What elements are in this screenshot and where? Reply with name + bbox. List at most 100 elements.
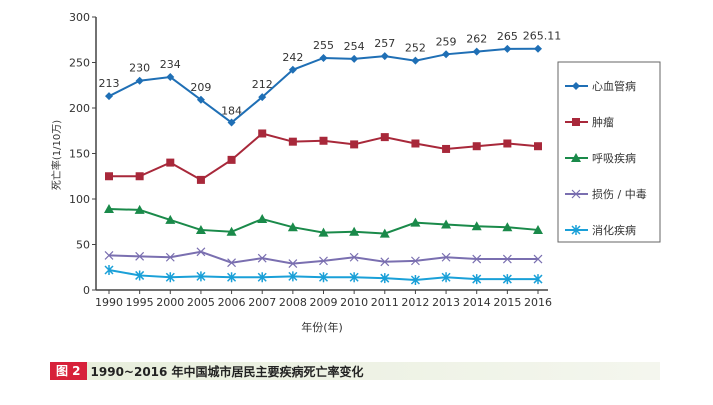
data-point bbox=[380, 273, 390, 284]
legend-label: 呼吸疾病 bbox=[592, 151, 636, 165]
data-point bbox=[227, 118, 236, 127]
y-tick-label: 300 bbox=[69, 11, 90, 24]
data-point bbox=[196, 95, 205, 104]
data-label: 262 bbox=[466, 33, 487, 46]
data-point bbox=[410, 274, 420, 285]
legend-label: 心血管病 bbox=[592, 79, 636, 93]
data-point bbox=[380, 52, 389, 61]
x-axis-label: 年份(年) bbox=[301, 320, 343, 334]
legend-label: 肿瘤 bbox=[592, 115, 614, 129]
x-tick-label: 2015 bbox=[493, 296, 521, 309]
data-point bbox=[135, 270, 145, 281]
data-point bbox=[472, 47, 481, 56]
data-label: 212 bbox=[252, 78, 273, 91]
data-point bbox=[288, 259, 298, 269]
x-tick-label: 2016 bbox=[524, 296, 552, 309]
data-label: 184 bbox=[221, 105, 242, 118]
data-point bbox=[166, 73, 175, 82]
data-point bbox=[441, 219, 452, 229]
data-point bbox=[288, 271, 298, 282]
data-point bbox=[227, 258, 236, 268]
data-label: 255 bbox=[313, 39, 334, 52]
data-point bbox=[165, 252, 175, 262]
data-point bbox=[196, 247, 206, 257]
data-point bbox=[227, 272, 237, 283]
legend-marker bbox=[571, 153, 581, 162]
data-point bbox=[350, 54, 359, 63]
caption-text: 1990~2016 年中国城市居民主要疾病死亡率变化 bbox=[90, 364, 364, 379]
data-point bbox=[104, 250, 114, 260]
x-tick-label: 1995 bbox=[126, 296, 154, 309]
data-point bbox=[165, 272, 175, 283]
legend-marker bbox=[572, 118, 580, 126]
data-point bbox=[441, 272, 451, 283]
data-point bbox=[380, 133, 389, 142]
data-label: 213 bbox=[99, 77, 120, 90]
data-point bbox=[534, 142, 542, 151]
x-tick-label: 1990 bbox=[95, 296, 123, 309]
x-tick-label: 2006 bbox=[218, 296, 246, 309]
data-point bbox=[319, 136, 328, 145]
y-tick-label: 0 bbox=[83, 284, 90, 297]
data-point bbox=[503, 44, 512, 53]
legend-label: 损伤 / 中毒 bbox=[592, 187, 647, 201]
x-tick-label: 2014 bbox=[463, 296, 491, 309]
x-tick-label: 2010 bbox=[340, 296, 368, 309]
data-point bbox=[411, 56, 420, 65]
data-label: 209 bbox=[190, 81, 211, 94]
data-point bbox=[410, 217, 421, 227]
data-point bbox=[196, 175, 205, 184]
data-point bbox=[227, 155, 236, 164]
y-tick-label: 250 bbox=[69, 57, 90, 70]
data-point bbox=[380, 257, 390, 267]
legend-marker bbox=[571, 225, 581, 235]
data-point bbox=[411, 256, 420, 266]
data-point bbox=[319, 256, 328, 266]
data-point bbox=[318, 272, 329, 283]
data-point bbox=[104, 264, 114, 275]
data-point bbox=[503, 139, 512, 148]
figure-caption: 图 2 1990~2016 年中国城市居民主要疾病死亡率变化 bbox=[50, 362, 660, 380]
data-point bbox=[257, 214, 268, 224]
data-point bbox=[533, 254, 543, 264]
data-point bbox=[166, 158, 175, 167]
data-label: 242 bbox=[282, 51, 303, 64]
data-point bbox=[533, 224, 543, 234]
data-point bbox=[379, 228, 390, 238]
x-tick-label: 2005 bbox=[187, 296, 215, 309]
data-label: 265.11 bbox=[523, 30, 562, 43]
data-point bbox=[288, 137, 297, 146]
data-point bbox=[319, 53, 328, 62]
data-point bbox=[258, 129, 267, 138]
x-tick-label: 2012 bbox=[401, 296, 429, 309]
data-point bbox=[472, 142, 481, 151]
y-axis-label: 死亡率(1/10万) bbox=[50, 120, 63, 190]
data-label: 265 bbox=[497, 30, 518, 43]
data-point bbox=[134, 204, 145, 214]
data-point bbox=[226, 226, 237, 236]
data-point bbox=[349, 252, 359, 262]
data-point bbox=[135, 76, 144, 85]
data-point bbox=[104, 204, 114, 214]
data-point bbox=[135, 251, 145, 261]
x-tick-label: 2013 bbox=[432, 296, 460, 309]
legend-marker bbox=[571, 189, 581, 199]
x-tick-label: 2011 bbox=[371, 296, 399, 309]
data-point bbox=[196, 271, 206, 282]
y-tick-label: 200 bbox=[69, 102, 90, 115]
data-point bbox=[287, 222, 298, 232]
data-point bbox=[105, 172, 113, 181]
data-point bbox=[258, 93, 267, 102]
data-point bbox=[257, 253, 267, 263]
data-point bbox=[135, 172, 144, 181]
data-label: 259 bbox=[436, 35, 457, 48]
data-point bbox=[195, 224, 206, 234]
data-label: 234 bbox=[160, 58, 181, 71]
y-tick-label: 100 bbox=[69, 193, 90, 206]
legend-box bbox=[557, 61, 661, 243]
y-tick-label: 50 bbox=[76, 239, 90, 252]
data-point bbox=[165, 214, 176, 224]
data-point bbox=[533, 274, 543, 285]
data-point bbox=[349, 272, 359, 283]
